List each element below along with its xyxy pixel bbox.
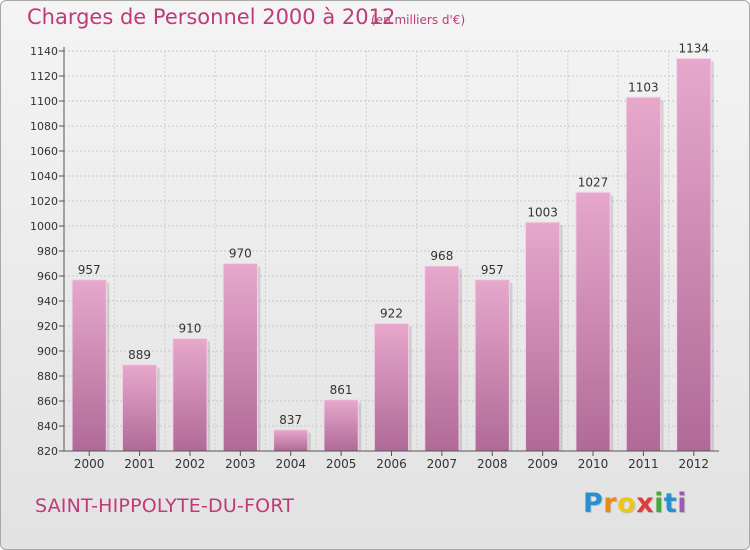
bar (121, 364, 158, 452)
y-tick-label: 1020 (30, 195, 58, 208)
data-label: 970 (229, 247, 252, 261)
data-label: 957 (78, 263, 101, 277)
y-tick-label: 1080 (30, 120, 58, 133)
x-tick-label: 2011 (628, 457, 659, 471)
y-tick-label: 1040 (30, 170, 58, 183)
bar (424, 265, 460, 452)
x-axis: 2000 2001 2002 2003 2004 2005 2006 2007 2008 2009… (64, 450, 719, 471)
y-tick-label: 960 (37, 270, 58, 283)
x-tick-label: 2007 (427, 457, 458, 471)
data-label: 837 (279, 413, 302, 427)
y-axis: 820 840 860 880 900 920 940 960 980 1000 1020 1040 1… (30, 45, 65, 458)
logo-letter: o (617, 488, 637, 519)
x-tick-label: 2005 (326, 457, 357, 471)
data-label: 922 (380, 307, 403, 321)
y-tick-label: 1100 (30, 95, 58, 108)
x-tick-label: 2000 (74, 457, 105, 471)
data-label: 889 (128, 348, 151, 362)
y-tick-label: 840 (37, 420, 58, 433)
y-tick-label: 900 (37, 345, 58, 358)
x-tick-label: 2010 (578, 457, 609, 471)
data-label: 957 (481, 263, 504, 277)
y-tick-label: 940 (37, 295, 58, 308)
data-label: 1134 (679, 42, 710, 56)
y-tick-label: 1060 (30, 145, 58, 158)
y-tick-label: 820 (37, 445, 58, 458)
y-tick-label: 880 (37, 370, 58, 383)
logo-letter: i (654, 488, 664, 519)
commune-name: SAINT-HIPPOLYTE-DU-FORT (35, 495, 295, 517)
bar-chart: 820 840 860 880 900 920 940 960 980 1000 1020 1040 1… (30, 42, 719, 471)
chart-subtitle: (en milliers d'€) (371, 13, 466, 27)
y-tick-label: 1000 (30, 220, 58, 233)
bar (676, 58, 712, 452)
data-label: 968 (430, 249, 453, 263)
data-labels: 957 889 910 970 837 861 922 968 957 1003 1027 1103 1… (78, 42, 709, 427)
bar (525, 221, 561, 452)
bar (373, 323, 410, 452)
logo-letter: P (583, 488, 604, 519)
data-label: 1003 (527, 205, 558, 219)
bars (71, 58, 714, 452)
bar (222, 263, 258, 452)
bar (71, 279, 107, 452)
bar (575, 191, 611, 452)
data-label: 910 (179, 322, 202, 336)
bar (172, 338, 208, 452)
bar (273, 429, 309, 452)
y-tick-label: 920 (37, 320, 58, 333)
bar (625, 96, 662, 452)
y-tick-label: 1120 (30, 70, 58, 83)
x-tick-label: 2002 (175, 457, 206, 471)
x-tick-label: 2009 (527, 457, 558, 471)
x-tick-label: 2006 (376, 457, 407, 471)
bar (474, 279, 510, 452)
x-tick-label: 2001 (124, 457, 155, 471)
data-label: 1103 (628, 80, 659, 94)
x-tick-label: 2003 (225, 457, 256, 471)
y-tick-label: 1140 (30, 45, 58, 58)
data-label: 1027 (578, 175, 609, 189)
y-tick-label: 860 (37, 395, 58, 408)
data-label: 861 (330, 383, 353, 397)
y-tick-label: 980 (37, 245, 58, 258)
logo-letter: x (636, 488, 655, 519)
x-tick-label: 2004 (275, 457, 306, 471)
logo-letter: i (677, 488, 688, 519)
logo-letter: t (663, 488, 678, 519)
chart-title: Charges de Personnel 2000 à 2012 (27, 5, 396, 29)
x-tick-label: 2008 (477, 457, 508, 471)
bar (323, 399, 359, 452)
proxiti-logo: Proxiti (583, 488, 687, 519)
logo-letter: r (603, 488, 618, 519)
x-tick-label: 2012 (679, 457, 710, 471)
